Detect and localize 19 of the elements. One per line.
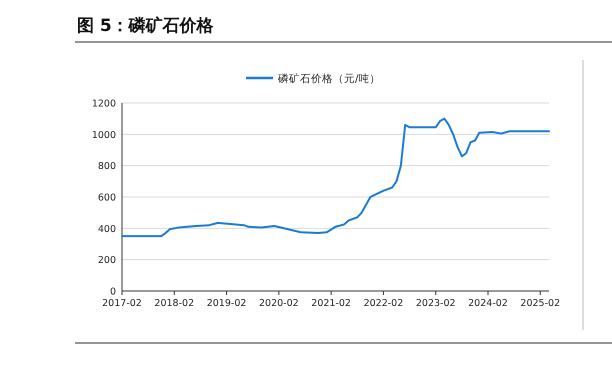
legend-label: 磷矿石价格（元/吨） xyxy=(277,72,381,85)
line-series xyxy=(121,118,550,238)
x-tick-label: 2022-02 xyxy=(364,298,404,309)
x-tick-label: 2018-02 xyxy=(154,298,194,309)
y-tick-label: 400 xyxy=(98,224,116,235)
y-tick-label: 1000 xyxy=(92,130,116,141)
x-tick-label: 2019-02 xyxy=(206,298,246,309)
y-tick-label: 800 xyxy=(98,161,116,172)
x-tick-label: 2025-02 xyxy=(520,298,560,309)
y-tick-label: 1200 xyxy=(92,98,116,110)
y-tick-label: 200 xyxy=(98,255,116,266)
x-tick-label: 2021-02 xyxy=(311,298,351,309)
x-tick-label: 2023-02 xyxy=(416,298,456,309)
x-tick-label: 2017-02 xyxy=(102,298,142,309)
x-tick-label: 2020-02 xyxy=(259,298,299,309)
chart-title: 图 5：磷矿石价格 xyxy=(77,16,215,36)
x-tick-label: 2024-02 xyxy=(468,298,508,309)
y-tick-label: 600 xyxy=(98,192,116,204)
y-tick-label: 0 xyxy=(110,286,116,298)
